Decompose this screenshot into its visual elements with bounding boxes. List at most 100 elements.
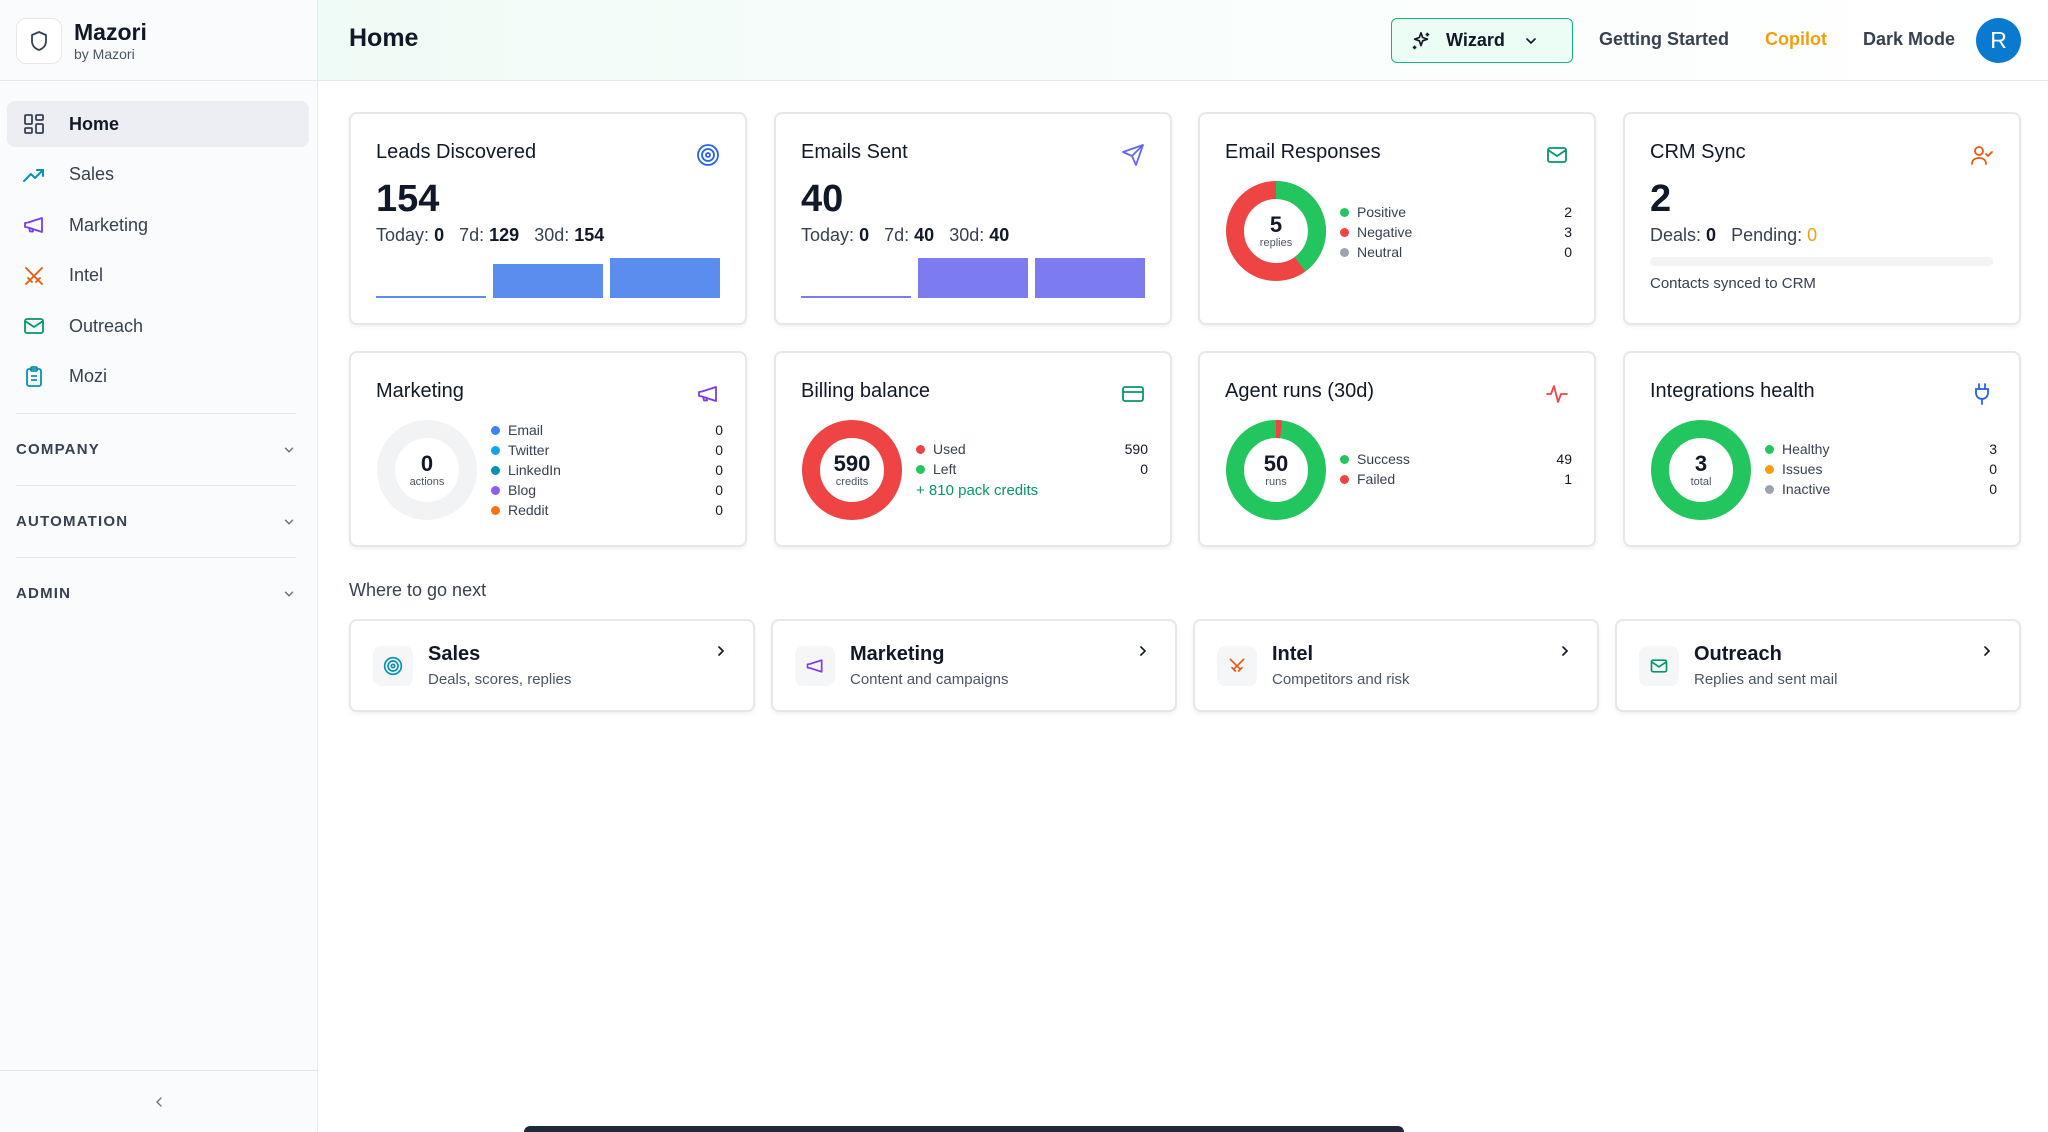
sparkles-icon <box>1412 31 1430 49</box>
card-title: Email Responses <box>1225 141 1381 163</box>
next-card-subtitle: Replies and sent mail <box>1694 671 1838 688</box>
emails-bar-chart <box>801 256 1145 298</box>
agent-runs-card[interactable]: Agent runs (30d) 50 runs Success 49 Faile… <box>1198 351 1596 547</box>
bar <box>376 296 486 298</box>
card-title: Emails Sent <box>801 141 908 163</box>
card-title: CRM Sync <box>1650 141 1746 163</box>
brand-name: Mazori <box>74 19 147 45</box>
crm-value: 2 <box>1650 178 1672 220</box>
legend-row: Negative 3 <box>1340 222 1572 242</box>
sidebar-item-mozi[interactable]: Mozi <box>7 354 309 400</box>
grid-icon <box>21 111 47 137</box>
next-card-outreach[interactable]: Outreach Replies and sent mail <box>1615 619 2021 712</box>
trending-up-icon <box>21 162 47 188</box>
chevron-down-icon <box>284 591 294 597</box>
wizard-button[interactable]: Wizard <box>1391 18 1573 63</box>
legend-row: Inactive 0 <box>1765 479 1997 499</box>
legend-row: Positive 2 <box>1340 202 1572 222</box>
next-card-title: Marketing <box>850 643 945 665</box>
megaphone-icon <box>695 381 721 407</box>
section-label: COMPANY <box>16 441 100 458</box>
crm-progress-bar <box>1650 257 1993 266</box>
sidebar-item-home[interactable]: Home <box>7 101 309 147</box>
sidebar-item-marketing[interactable]: Marketing <box>7 202 309 248</box>
email-responses-card[interactable]: Email Responses 5 replies Positive 2 Nega… <box>1198 112 1596 325</box>
collapse-sidebar-icon[interactable] <box>151 1094 167 1110</box>
emails-card[interactable]: Emails Sent 40 Today: 0 7d: 40 30d: 40 <box>774 112 1172 325</box>
section-label: ADMIN <box>16 585 72 602</box>
marketing-donut: 0 actions <box>376 419 478 526</box>
chevron-right-icon <box>1562 646 1569 656</box>
swords-icon <box>21 263 47 289</box>
wizard-label: Wizard <box>1446 30 1505 50</box>
next-card-subtitle: Competitors and risk <box>1272 671 1410 688</box>
leads-bar-chart <box>376 256 720 298</box>
card-title: Leads Discovered <box>376 141 537 163</box>
billing-legend: Used 590 Left 0 + 810 pack credits <box>916 439 1148 499</box>
copilot-link[interactable]: Copilot <box>1765 29 1827 49</box>
next-card-title: Intel <box>1272 643 1314 665</box>
brand[interactable]: Mazori by Mazori <box>16 18 147 64</box>
sidebar-section-admin[interactable]: ADMIN <box>16 557 296 629</box>
leads-card[interactable]: Leads Discovered 154 Today: 0 7d: 129 30… <box>349 112 747 325</box>
sidebar-item-label: Home <box>69 113 120 134</box>
getting-started-link[interactable]: Getting Started <box>1599 29 1730 49</box>
billing-donut: 590 credits <box>801 419 903 526</box>
megaphone-icon <box>795 646 835 686</box>
next-card-subtitle: Content and campaigns <box>850 671 1009 688</box>
card-title: Marketing <box>376 380 464 402</box>
sidebar-nav: Home Sales Marketing Intel Outreach <box>7 101 309 404</box>
sidebar-item-label: Sales <box>69 164 115 184</box>
top-header: Home Wizard Getting Started Copilot Dark… <box>318 0 2048 81</box>
brand-subtitle: by Mazori <box>74 46 135 62</box>
legend-row: Blog 0 <box>491 480 723 500</box>
donut-value: 50 <box>1263 450 1289 476</box>
billing-card[interactable]: Billing balance 590 credits Used 590 Left… <box>774 351 1172 547</box>
card-title: Billing balance <box>801 380 930 402</box>
chevron-down-icon <box>1526 37 1536 44</box>
legend-row: Left 0 <box>916 459 1148 479</box>
crm-sync-card[interactable]: CRM Sync 2 Deals: 0 Pending: 0 Contacts … <box>1623 112 2021 325</box>
clipboard-icon <box>21 364 47 390</box>
crm-note: Contacts synced to CRM <box>1650 275 1816 292</box>
next-card-subtitle: Deals, scores, replies <box>428 671 572 688</box>
legend-row: Neutral 0 <box>1340 242 1572 262</box>
chevron-right-icon <box>1984 646 1991 656</box>
donut-unit: total <box>1690 475 1712 488</box>
card-title: Integrations health <box>1650 380 1815 402</box>
card-title: Agent runs (30d) <box>1225 380 1374 402</box>
megaphone-icon <box>21 212 47 238</box>
next-card-intel[interactable]: Intel Competitors and risk <box>1193 619 1599 712</box>
dark-mode-toggle[interactable]: Dark Mode <box>1863 29 1956 49</box>
mail-icon <box>1639 646 1679 686</box>
emails-value: 40 <box>801 178 844 220</box>
legend-row: Used 590 <box>916 439 1148 459</box>
bar <box>493 264 603 298</box>
agent-donut: 50 runs <box>1225 419 1327 526</box>
legend-row: Issues 0 <box>1765 459 1997 479</box>
sidebar-item-intel[interactable]: Intel <box>7 253 309 299</box>
leads-stats: Today: 0 7d: 129 30d: 154 <box>376 225 605 245</box>
sidebar-item-outreach[interactable]: Outreach <box>7 303 309 349</box>
sidebar-section-automation[interactable]: AUTOMATION <box>16 485 296 557</box>
bar <box>801 296 911 298</box>
marketing-card[interactable]: Marketing 0 actions Email 0 Twitter 0 Link… <box>349 351 747 547</box>
sidebar-item-label: Mozi <box>69 366 108 386</box>
legend-row: Email 0 <box>491 420 723 440</box>
legend-row: Reddit 0 <box>491 500 723 520</box>
bar <box>918 258 1028 298</box>
next-card-sales[interactable]: Sales Deals, scores, replies <box>349 619 755 712</box>
sidebar-item-label: Intel <box>69 265 104 285</box>
legend-row: Failed 1 <box>1340 469 1572 489</box>
activity-icon <box>1544 381 1570 407</box>
legend-row: Healthy 3 <box>1765 439 1997 459</box>
bottom-scroll-bar[interactable] <box>524 1126 1404 1132</box>
pack-credits-link[interactable]: + 810 pack credits <box>916 482 1039 499</box>
plug-icon <box>1969 381 1995 407</box>
integrations-card[interactable]: Integrations health 3 total Healthy 3 Iss… <box>1623 351 2021 547</box>
avatar[interactable]: R <box>1976 18 2021 63</box>
next-card-marketing[interactable]: Marketing Content and campaigns <box>771 619 1177 712</box>
sidebar-section-company[interactable]: COMPANY <box>16 413 296 485</box>
sidebar-footer <box>0 1070 318 1132</box>
sidebar-item-sales[interactable]: Sales <box>7 152 309 198</box>
